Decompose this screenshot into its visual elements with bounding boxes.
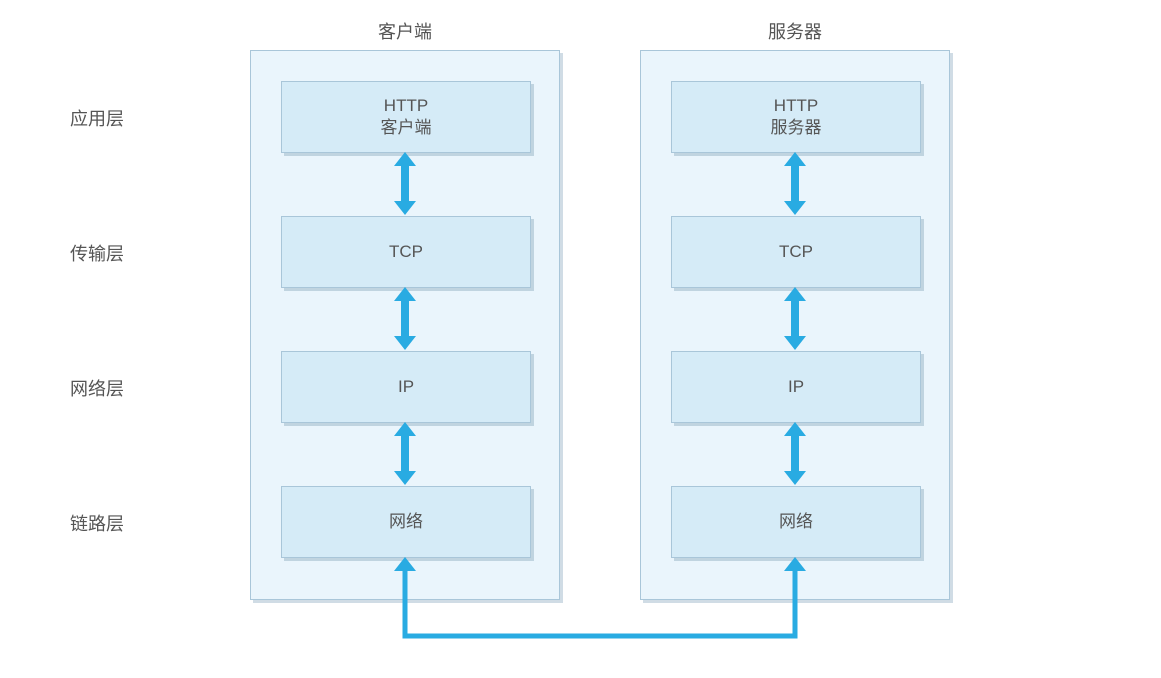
client-header: 客户端 bbox=[250, 18, 560, 44]
bottom-connector bbox=[380, 557, 820, 652]
row-label-app: 应用层 bbox=[70, 105, 170, 131]
server-layer-http: HTTP 服务器 bbox=[671, 81, 921, 153]
arrow-client-http-tcp bbox=[394, 152, 416, 215]
arrow-server-tcp-ip bbox=[784, 287, 806, 350]
row-label-network: 网络层 bbox=[70, 375, 170, 401]
network-stack-diagram: 客户端 服务器 应用层 传输层 网络层 链路层 HTTP 客户端 TCP IP … bbox=[0, 0, 1161, 678]
client-layer-tcp-line1: TCP bbox=[389, 241, 423, 263]
client-layer-http-line2: 客户端 bbox=[381, 117, 432, 139]
server-layer-link-line1: 网络 bbox=[779, 511, 813, 533]
client-layer-http: HTTP 客户端 bbox=[281, 81, 531, 153]
client-layer-link: 网络 bbox=[281, 486, 531, 558]
arrow-client-tcp-ip bbox=[394, 287, 416, 350]
server-layer-ip: IP bbox=[671, 351, 921, 423]
server-layer-link: 网络 bbox=[671, 486, 921, 558]
arrow-server-http-tcp bbox=[784, 152, 806, 215]
server-header: 服务器 bbox=[640, 18, 950, 44]
client-layer-ip-line1: IP bbox=[398, 376, 414, 398]
server-layer-http-line1: HTTP bbox=[774, 95, 818, 117]
row-label-link: 链路层 bbox=[70, 510, 170, 536]
server-layer-ip-line1: IP bbox=[788, 376, 804, 398]
row-label-transport: 传输层 bbox=[70, 240, 170, 266]
server-layer-http-line2: 服务器 bbox=[771, 117, 822, 139]
server-layer-tcp: TCP bbox=[671, 216, 921, 288]
client-layer-ip: IP bbox=[281, 351, 531, 423]
client-layer-http-line1: HTTP bbox=[384, 95, 428, 117]
client-layer-link-line1: 网络 bbox=[389, 511, 423, 533]
arrow-server-ip-link bbox=[784, 422, 806, 485]
server-layer-tcp-line1: TCP bbox=[779, 241, 813, 263]
arrow-client-ip-link bbox=[394, 422, 416, 485]
client-layer-tcp: TCP bbox=[281, 216, 531, 288]
